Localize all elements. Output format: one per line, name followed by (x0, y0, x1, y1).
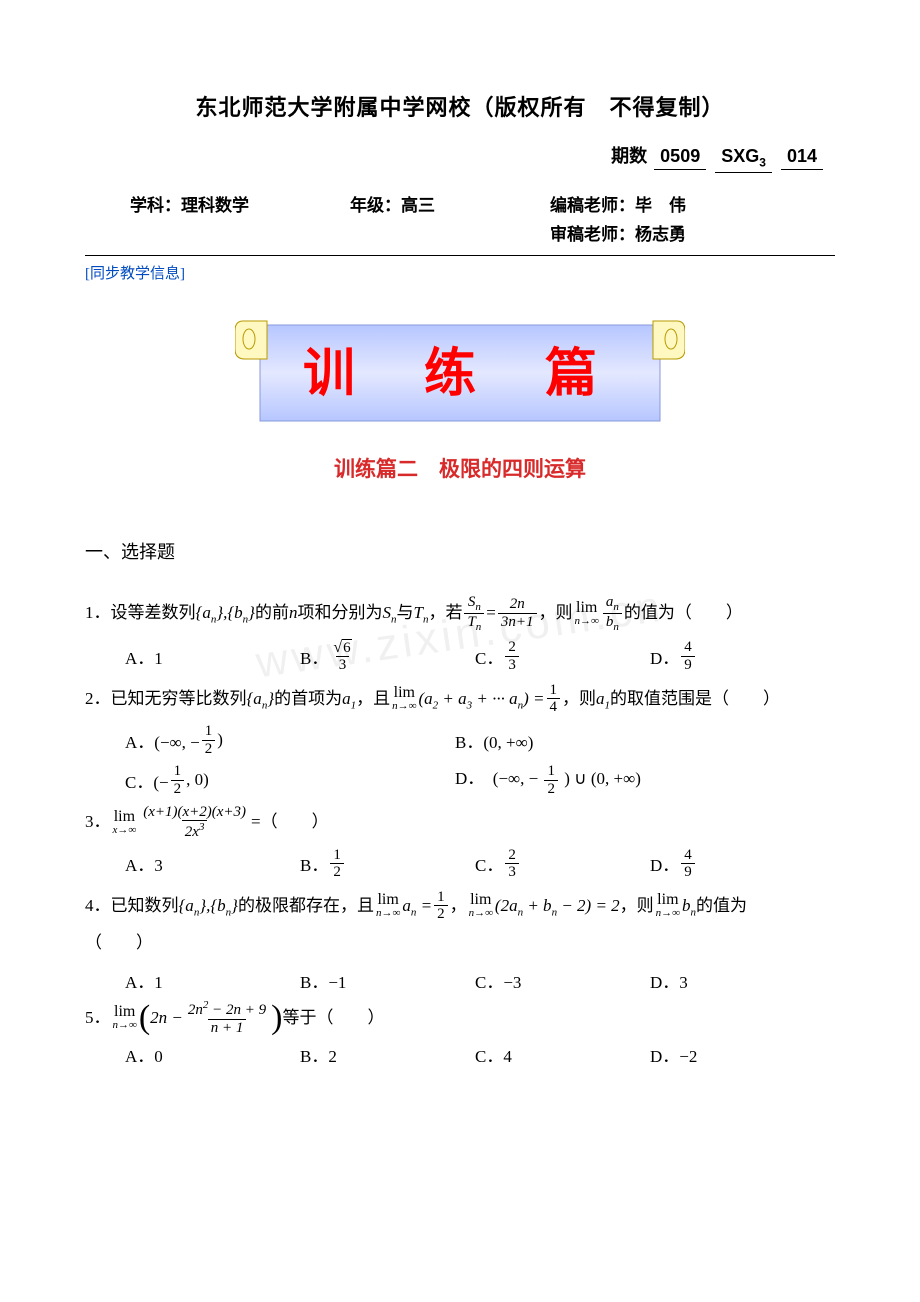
q2-opt-c: C．(− 12 , 0) (125, 763, 455, 797)
q1-opt-b: B． 63 (300, 639, 475, 674)
banner-text: 训 练 篇 (303, 345, 625, 403)
scroll-left-icon (235, 321, 267, 359)
q2-opt-b: B．(0, +∞) (455, 728, 533, 753)
q2-opt-d: D． (−∞, − 12 ) ∪ (0, +∞) (455, 763, 641, 797)
q1-opt-d: D． 49 (650, 639, 825, 673)
banner: 训 练 篇 (85, 313, 835, 433)
subtitle: 训练篇二 极限的四则运算 (85, 453, 835, 483)
question-2: 2．已知无穷等比数列 {an} 的首项为 a1 ，且 limn→∞ (a2 + … (85, 680, 835, 718)
q3-opt-c: C． 23 (475, 847, 650, 881)
q1-options: A．1 B． 63 C． 23 D． 49 (85, 639, 835, 674)
q4-opt-b: B．−1 (300, 968, 475, 993)
issue-part-2: SXG3 (715, 146, 772, 173)
q2-options-2: C．(− 12 , 0) D． (−∞, − 12 ) ∪ (0, +∞) (85, 763, 835, 797)
q4-opt-d: D．3 (650, 968, 825, 993)
q5-opt-b: B．2 (300, 1042, 475, 1067)
question-1: 1．设等差数列 {an},{bn} 的前 n 项和分别为 Sn 与 Tn ，若 … (85, 594, 835, 633)
issue-label: 期数 (611, 146, 647, 166)
q3-opt-a: A．3 (125, 851, 300, 876)
q5-options: A．0 B．2 C．4 D．−2 (85, 1042, 835, 1067)
q5-opt-c: C．4 (475, 1042, 650, 1067)
q3-opt-b: B． 12 (300, 847, 475, 881)
page-title: 东北师范大学附属中学网校（版权所有 不得复制） (85, 90, 835, 122)
q3-options: A．3 B． 12 C． 23 D． 49 (85, 847, 835, 881)
q3-opt-d: D． 49 (650, 847, 825, 881)
question-3: 3． limx→∞ (x+1)(x+2)(x+3)2x3 =（ ） (85, 803, 835, 840)
q2-opt-a: A．(−∞, − 12 ) (125, 723, 455, 757)
question-5: 5． limn→∞ ( 2n − 2n2 − 2n + 9n + 1 ) 等于（… (85, 999, 835, 1036)
q5-opt-a: A．0 (125, 1042, 300, 1067)
banner-svg: 训 练 篇 (235, 313, 685, 433)
section-head: 一、选择题 (85, 538, 835, 564)
q4-options: A．1 B．−1 C．−3 D．3 (85, 968, 835, 993)
question-4: 4．已知数列 {an},{bn} 的极限都存在，且 limn→∞ an = 12… (85, 887, 835, 962)
issue-row: 期数 0509 SXG3 014 (85, 142, 835, 173)
q5-opt-d: D．−2 (650, 1042, 825, 1067)
sync-note: [同步教学信息] (85, 262, 835, 283)
meta-row-2: 审稿老师：杨志勇 (85, 220, 835, 245)
q2-options-1: A．(−∞, − 12 ) B．(0, +∞) (85, 723, 835, 757)
q4-opt-a: A．1 (125, 968, 300, 993)
q4-opt-c: C．−3 (475, 968, 650, 993)
divider (85, 255, 835, 256)
issue-part-1: 0509 (654, 146, 706, 170)
issue-part-3: 014 (781, 146, 823, 170)
q1-opt-a: A．1 (125, 644, 300, 669)
scroll-right-icon (653, 321, 685, 359)
q1-opt-c: C． 23 (475, 639, 650, 673)
meta-row-1: 学科：理科数学 年级：高三 编稿老师：毕 伟 (85, 191, 835, 216)
